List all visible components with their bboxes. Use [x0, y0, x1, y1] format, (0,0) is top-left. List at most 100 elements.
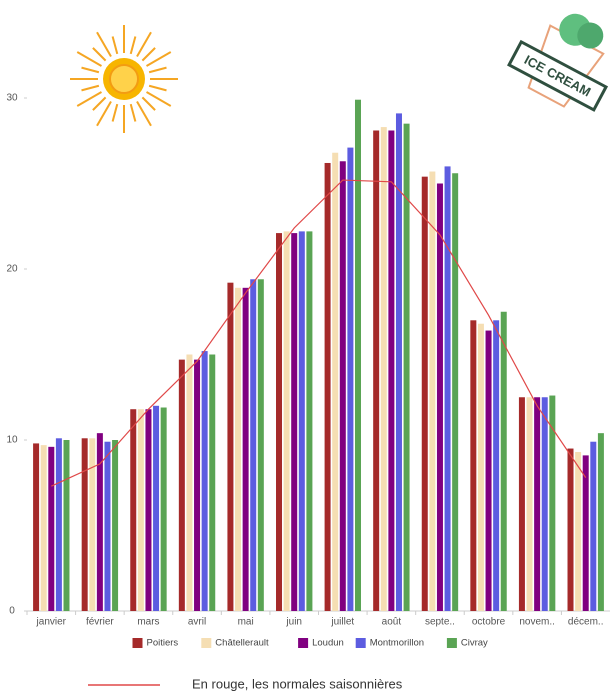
bar: [590, 441, 597, 611]
bar: [153, 405, 160, 611]
sun-ray: [136, 31, 152, 57]
x-tick-label: octobre: [472, 617, 506, 628]
bar: [89, 438, 96, 611]
note: En rouge, les normales saisonnières: [192, 676, 403, 691]
x-tick-label: mars: [137, 617, 159, 628]
legend-swatch: [132, 638, 143, 648]
sun-ray: [129, 103, 137, 122]
bar: [452, 173, 459, 612]
sun-ray: [148, 84, 167, 92]
bar: [395, 113, 402, 611]
x-tick-label: novem..: [519, 617, 555, 628]
bar: [429, 171, 436, 611]
bar: [283, 231, 290, 611]
bar: [493, 320, 500, 611]
sun-ray: [92, 96, 107, 111]
sun-ray: [141, 47, 156, 62]
bar: [518, 397, 525, 611]
bar: [534, 397, 541, 611]
bar: [526, 397, 533, 611]
legend-label: Loudun: [312, 638, 344, 649]
bar: [549, 395, 556, 611]
bar: [235, 287, 242, 611]
sun-ray: [96, 101, 112, 127]
bar: [63, 440, 70, 611]
sun-ray: [129, 36, 137, 55]
y-tick-label: 0: [9, 606, 15, 617]
sun-ray: [136, 101, 152, 127]
bar: [186, 354, 193, 611]
bar: [257, 279, 264, 611]
legend-swatch: [355, 638, 366, 648]
bar: [137, 409, 144, 611]
bar: [250, 279, 257, 611]
bar: [194, 359, 201, 611]
bar: [112, 440, 119, 611]
legend-label: Civray: [461, 638, 488, 649]
bar: [403, 123, 410, 612]
y-tick-label: 10: [6, 435, 18, 446]
bar: [48, 446, 55, 611]
bar: [500, 311, 507, 611]
bar: [541, 397, 548, 611]
sun-ray: [76, 51, 102, 67]
bar: [298, 231, 305, 611]
sun-ray: [81, 66, 100, 74]
x-tick-label: mai: [238, 617, 254, 628]
bar: [597, 433, 604, 611]
normals-line: [51, 179, 587, 487]
sun-decoration: [70, 25, 178, 133]
bar: [104, 441, 111, 611]
bar: [291, 233, 298, 611]
bar: [436, 183, 443, 611]
y-tick-label: 20: [6, 264, 18, 275]
bar: [96, 433, 103, 611]
bar: [347, 147, 354, 611]
bar: [470, 320, 477, 611]
bar: [55, 438, 62, 611]
legend-swatch: [201, 638, 212, 648]
legend-label: Poitiers: [147, 638, 179, 649]
bar: [339, 161, 346, 611]
sun-ray: [111, 36, 119, 55]
bar: [373, 130, 380, 612]
bar: [485, 330, 492, 611]
bar: [227, 282, 234, 611]
bar: [209, 354, 216, 611]
x-tick-label: janvier: [36, 617, 67, 628]
x-tick-label: juin: [285, 617, 302, 628]
sun-ray: [146, 91, 172, 107]
sun-ray: [148, 66, 167, 74]
bar: [388, 130, 395, 612]
ice-cream-decoration: ICE CREAM: [507, 13, 609, 112]
bar: [306, 231, 313, 611]
bar: [444, 166, 451, 611]
bar: [40, 445, 47, 611]
sun-ray: [146, 51, 172, 67]
bar: [582, 455, 589, 611]
bar: [33, 443, 40, 611]
bar: [477, 323, 484, 611]
sun-ray: [111, 103, 119, 122]
bar: [380, 127, 387, 611]
x-tick-label: septe..: [425, 617, 455, 628]
bar: [178, 359, 185, 611]
bar: [81, 438, 88, 611]
x-tick-label: août: [382, 617, 402, 628]
bar: [421, 176, 428, 611]
legend-swatch: [298, 638, 309, 648]
bar: [276, 233, 283, 611]
x-tick-label: décem..: [568, 617, 604, 628]
sun-ray: [76, 91, 102, 107]
bar: [145, 409, 152, 611]
bar: [324, 162, 331, 612]
bar: [332, 152, 339, 611]
sun-ray: [96, 31, 112, 57]
legend-label: Montmorillon: [370, 638, 424, 649]
bar: [567, 448, 574, 611]
sun-ray: [141, 96, 156, 111]
bar: [130, 409, 137, 611]
bar: [575, 451, 582, 611]
legend-label: Châtellerault: [215, 638, 269, 649]
